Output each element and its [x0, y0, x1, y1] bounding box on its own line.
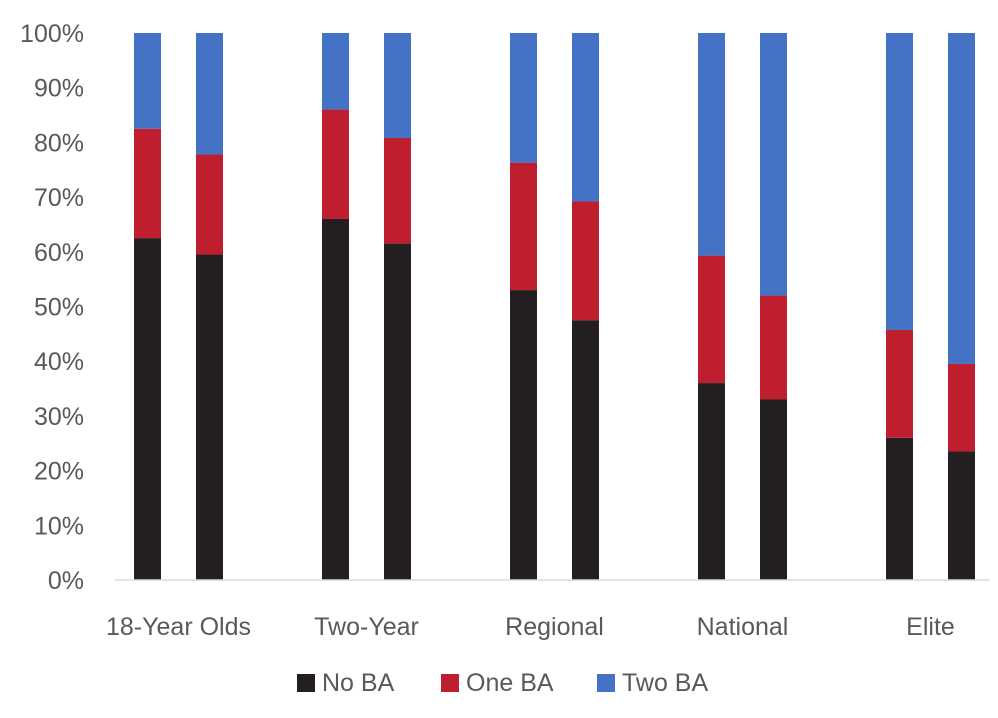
y-tick-label: 40%	[34, 348, 84, 376]
bar-segment	[760, 33, 787, 296]
legend-label: One BA	[466, 669, 554, 697]
x-tick-label: National	[697, 613, 789, 641]
bar-segment	[698, 383, 725, 580]
bar-segment	[196, 33, 223, 155]
y-tick-label: 20%	[34, 458, 84, 486]
bar-segment	[196, 254, 223, 580]
bar-segment	[196, 154, 223, 255]
bar-segment	[510, 33, 537, 163]
bar-segment	[886, 33, 913, 331]
x-axis: 18-Year Olds Two-Year Regional National Elit…	[106, 613, 955, 641]
bars	[134, 33, 975, 581]
bar-segment	[886, 437, 913, 580]
bar-segment	[134, 33, 161, 129]
legend-swatch	[441, 674, 459, 692]
bar-segment	[886, 330, 913, 438]
bar-segment	[572, 320, 599, 580]
legend-swatch	[597, 674, 615, 692]
y-axis: 0% 10% 20% 30% 40% 50% 60% 70% 80% 90% 100%	[20, 20, 84, 595]
bar-segment	[322, 33, 349, 110]
legend-label: Two BA	[622, 669, 708, 697]
legend-swatch	[297, 674, 315, 692]
bar-segment	[948, 363, 975, 452]
x-tick-label: 18-Year Olds	[106, 613, 251, 641]
y-tick-label: 80%	[34, 129, 84, 157]
bar-segment	[698, 33, 725, 256]
bar-segment	[572, 33, 599, 202]
bar-segment	[134, 238, 161, 580]
bar-segment	[510, 162, 537, 291]
bar-segment	[384, 138, 411, 244]
bar-segment	[760, 295, 787, 400]
bar-segment	[698, 255, 725, 384]
x-tick-label: Two-Year	[314, 613, 419, 641]
legend-label: No BA	[322, 669, 395, 697]
bar-segment	[572, 201, 599, 321]
bar-segment	[384, 33, 411, 139]
bar-segment	[322, 218, 349, 581]
bar-segment	[510, 290, 537, 580]
y-tick-label: 90%	[34, 75, 84, 103]
y-tick-label: 70%	[34, 184, 84, 212]
bar-segment	[948, 451, 975, 580]
bar-segment	[760, 399, 787, 580]
bar-segment	[134, 128, 161, 239]
y-tick-label: 100%	[20, 20, 84, 48]
y-tick-label: 30%	[34, 403, 84, 431]
bar-segment	[384, 243, 411, 580]
y-tick-label: 50%	[34, 294, 84, 322]
y-tick-label: 60%	[34, 239, 84, 267]
bar-segment	[322, 109, 349, 219]
legend: No BA One BA Two BA	[297, 669, 708, 697]
x-tick-label: Elite	[906, 613, 955, 641]
x-tick-label: Regional	[505, 613, 604, 641]
y-tick-label: 10%	[34, 512, 84, 540]
y-tick-label: 0%	[48, 567, 84, 595]
bar-segment	[948, 33, 975, 364]
